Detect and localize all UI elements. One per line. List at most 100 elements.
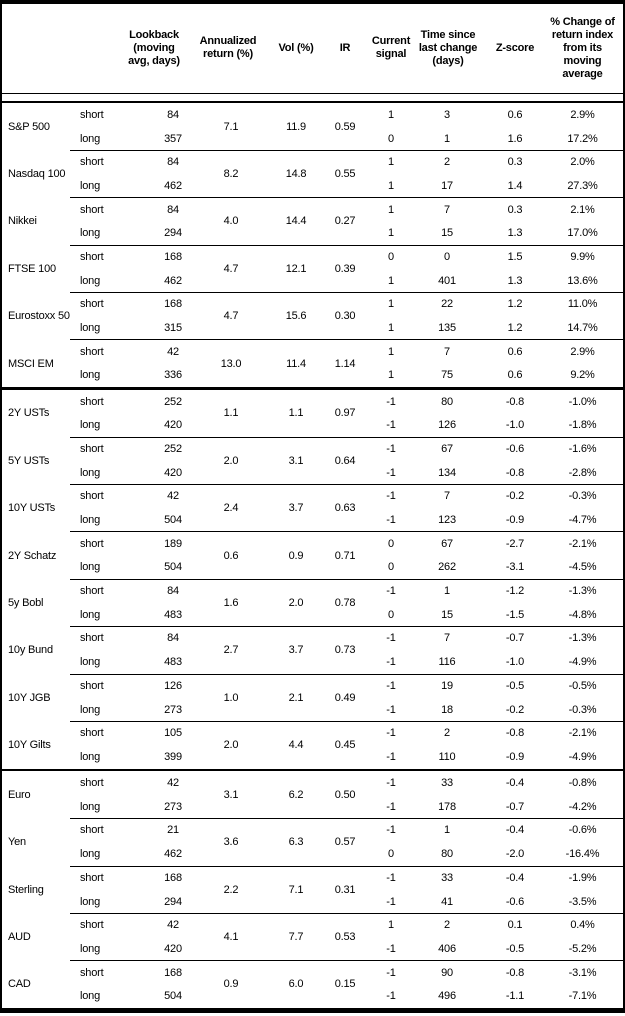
z-score-value: -2.7 [505, 537, 525, 550]
asset-name: CAD [8, 978, 31, 991]
vol-value: 6.0 [288, 978, 304, 991]
header-rule-gap [2, 93, 623, 101]
annualized-return-value: 7.1 [223, 120, 239, 133]
vol-value: 11.4 [286, 357, 306, 370]
ir-value: 0.57 [334, 836, 356, 849]
lookback-value: 504 [164, 514, 182, 527]
time-since-value: 15 [441, 227, 453, 240]
table-row-group: Eurostoxx 50 short long 168 315 4.7 15.6… [2, 291, 623, 340]
current-signal-value: 1 [388, 322, 394, 335]
pct-change-value: -1.6% [568, 442, 597, 455]
pct-change-value: -0.3% [568, 490, 597, 503]
leg-label: short [80, 727, 104, 740]
pct-change-value: -0.5% [568, 679, 597, 692]
lookback-value: 252 [164, 395, 182, 408]
annualized-return-value: 1.1 [223, 407, 239, 420]
table-body: S&P 500 short long 84 357 7.1 11.9 0.59 … [2, 103, 623, 1008]
vol-value: 3.1 [288, 454, 304, 467]
pct-change-value: -3.1% [568, 966, 597, 979]
leg-label: long [80, 369, 100, 382]
annualized-return-value: 4.1 [223, 931, 239, 944]
current-signal-value: -1 [386, 777, 396, 790]
current-signal-value: 1 [388, 274, 394, 287]
table-row-group: 5y Bobl short long 84 483 1.6 2.0 0.78 -… [2, 578, 623, 626]
current-signal-value: -1 [386, 871, 396, 884]
current-signal-value: 0 [388, 537, 394, 550]
current-signal-value: -1 [386, 466, 396, 479]
z-score-value: -0.8 [505, 466, 525, 479]
header-time-since: Time since last change (days) [418, 28, 478, 67]
time-since-value: 178 [438, 800, 456, 813]
table-row-group: 10Y USTs short long 42 504 2.4 3.7 0.63 … [2, 483, 623, 532]
table-row-group: Yen short long 21 462 3.6 6.3 0.57 -1 0 … [2, 818, 623, 866]
lookback-value: 252 [164, 442, 182, 455]
leg-label: long [80, 419, 100, 432]
vol-value: 7.7 [288, 931, 304, 944]
ir-value: 0.49 [334, 691, 356, 704]
lookback-value: 483 [164, 656, 182, 669]
current-signal-value: -1 [386, 800, 396, 813]
z-score-value: 0.6 [507, 369, 523, 382]
time-since-value: 75 [441, 369, 453, 382]
asset-name: Yen [8, 836, 26, 849]
leg-label: short [80, 919, 104, 932]
lookback-value: 504 [164, 990, 182, 1003]
current-signal-value: -1 [386, 750, 396, 763]
table-row-group: S&P 500 short long 84 357 7.1 11.9 0.59 … [2, 103, 623, 150]
asset-name: 10y Bund [8, 644, 53, 657]
lookback-value: 273 [164, 800, 182, 813]
lookback-value: 42 [167, 490, 179, 503]
time-since-value: 134 [438, 466, 456, 479]
time-since-value: 15 [441, 608, 453, 621]
pct-change-value: -1.9% [568, 871, 597, 884]
time-since-value: 116 [438, 656, 456, 669]
time-since-value: 406 [438, 942, 456, 955]
time-since-value: 126 [438, 419, 456, 432]
z-score-value: -0.9 [505, 750, 525, 763]
annualized-return-value: 2.7 [223, 644, 239, 657]
current-signal-value: -1 [386, 514, 396, 527]
annualized-return-value: 1.0 [223, 691, 239, 704]
pct-change-value: -1.3% [568, 632, 597, 645]
pct-change-value: 0.4% [570, 919, 595, 932]
asset-name: 10Y JGB [8, 691, 51, 704]
lookback-value: 462 [164, 848, 182, 861]
annualized-return-value: 2.2 [223, 883, 239, 896]
current-signal-value: -1 [386, 585, 396, 598]
vol-value: 11.9 [286, 120, 306, 133]
annualized-return-value: 2.0 [223, 454, 239, 467]
time-since-value: 2 [444, 727, 450, 740]
table-row-group: Nasdaq 100 short long 84 462 8.2 14.8 0.… [2, 149, 623, 197]
header-leg-empty [70, 4, 120, 93]
pct-change-value: 2.1% [570, 203, 595, 216]
ir-value: 1.14 [334, 357, 356, 370]
leg-label: short [80, 871, 104, 884]
leg-label: short [80, 777, 104, 790]
leg-label: short [80, 395, 104, 408]
time-since-value: 135 [438, 322, 456, 335]
annualized-return-value: 8.2 [223, 168, 239, 181]
ir-value: 0.63 [334, 502, 356, 515]
pct-change-value: 9.2% [570, 369, 595, 382]
current-signal-value: -1 [386, 990, 396, 1003]
pct-change-value: -5.2% [568, 942, 597, 955]
z-score-value: 0.1 [507, 919, 523, 932]
z-score-value: -2.0 [505, 848, 525, 861]
table-header: Lookback (moving avg, days) Annualized r… [2, 4, 623, 94]
lookback-value: 168 [164, 871, 182, 884]
current-signal-value: 1 [388, 203, 394, 216]
leg-label: long [80, 132, 100, 145]
asset-name: 5Y USTs [8, 454, 50, 467]
z-score-value: -0.6 [505, 895, 525, 908]
time-since-value: 0 [444, 250, 450, 263]
lookback-value: 504 [164, 561, 182, 574]
current-signal-value: -1 [386, 942, 396, 955]
current-signal-value: 0 [388, 848, 394, 861]
lookback-value: 168 [164, 250, 182, 263]
z-score-value: -0.8 [505, 966, 525, 979]
leg-label: short [80, 585, 104, 598]
lookback-value: 168 [164, 298, 182, 311]
time-since-value: 41 [441, 895, 453, 908]
leg-label: short [80, 156, 104, 169]
